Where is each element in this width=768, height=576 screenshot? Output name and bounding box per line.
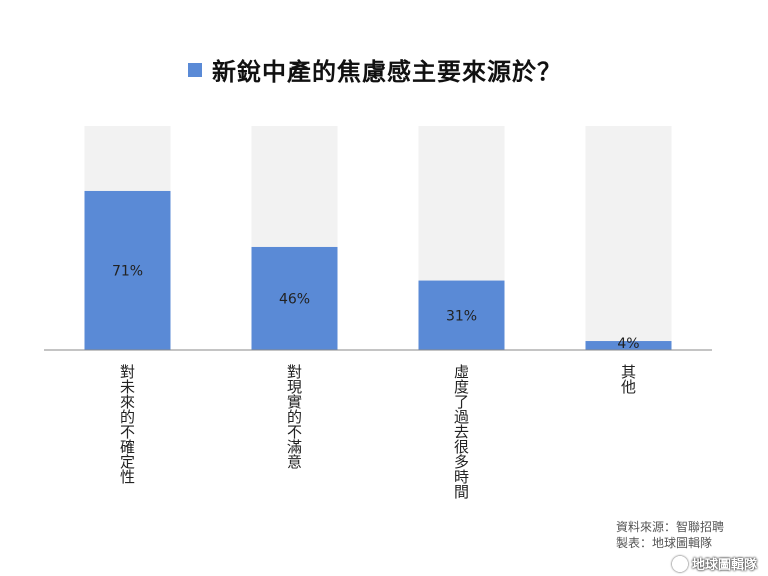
category-label: 虛度了過去很多時間	[454, 363, 469, 501]
data-label: 4%	[617, 336, 639, 352]
globe-icon	[672, 555, 688, 572]
legend-swatch	[188, 62, 202, 77]
watermark-text: 地球圖輯隊	[692, 558, 758, 573]
source-line: 資料來源：智聯招聘	[616, 520, 725, 534]
bar	[251, 246, 338, 350]
category-label: 其他	[621, 363, 636, 396]
bar	[418, 280, 505, 350]
bar	[84, 190, 171, 350]
chart-legend: 新銳中產的焦慮感主要來源於？	[188, 52, 562, 87]
watermark: 地球圖輯隊	[672, 554, 757, 573]
data-label: 46%	[279, 291, 310, 307]
category-label: 對未來的不確定性	[120, 363, 135, 486]
credit-line: 製表：地球圖輯隊	[616, 536, 713, 550]
bar-background	[585, 126, 672, 350]
source-note: 資料來源：智聯招聘 製表：地球圖輯隊	[616, 519, 724, 551]
data-label: 71%	[112, 263, 143, 279]
data-label: 31%	[446, 308, 477, 324]
bar	[585, 341, 672, 350]
category-label: 對現實的不滿意	[287, 363, 302, 471]
chart-title: 新銳中產的焦慮感主要來源於？	[212, 58, 562, 86]
